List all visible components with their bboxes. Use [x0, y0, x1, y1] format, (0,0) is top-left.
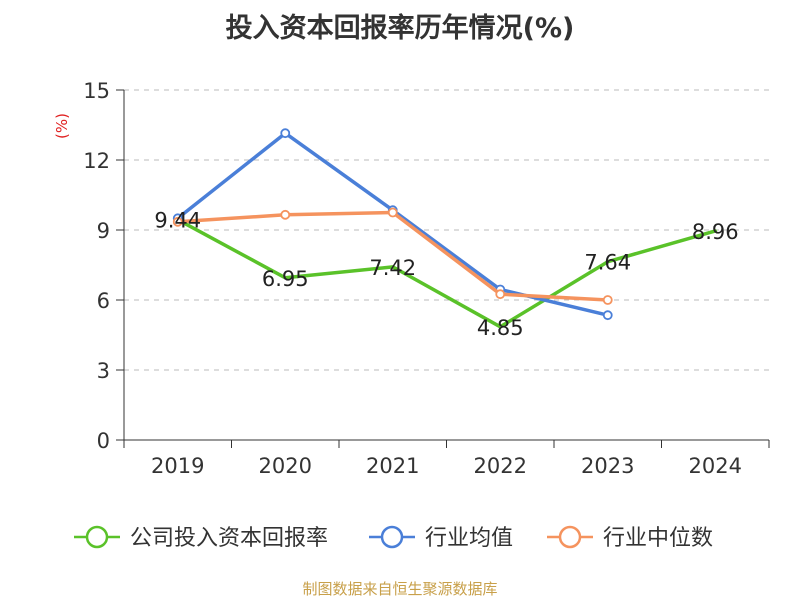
y-tick-label: 6: [97, 289, 110, 313]
y-tick-label: 9: [97, 219, 110, 243]
source-note: 制图数据来自恒生聚源数据库: [302, 580, 498, 598]
series-point-2: [172, 216, 183, 227]
x-tick-label: 2022: [474, 454, 527, 478]
y-tick-label: 0: [97, 429, 110, 453]
series-point-2: [387, 207, 398, 218]
legend-marker: [85, 525, 109, 549]
legend-label: 公司投入资本回报率: [130, 526, 328, 551]
x-tick-label: 2023: [581, 454, 634, 478]
y-tick-label: 12: [83, 149, 110, 173]
x-tick-label: 2021: [366, 454, 419, 478]
x-tick-label: 2020: [259, 454, 312, 478]
legend-marker: [380, 525, 404, 549]
data-label: 9.44: [154, 209, 201, 233]
grid-lines: [124, 89, 769, 371]
series-point-1: [280, 128, 291, 139]
data-label: 6.95: [262, 267, 309, 291]
series-line-1: [176, 131, 610, 317]
series-lines: [172, 128, 718, 329]
data-label: 7.64: [584, 251, 631, 275]
y-tick-label: 15: [83, 79, 110, 103]
data-label: 7.42: [369, 256, 416, 280]
axes: 0 3 6 9 12 15 2019 2020 2021 2022 2023 2024: [83, 79, 770, 478]
series-point-2: [495, 289, 506, 300]
legend-label: 行业中位数: [603, 526, 713, 551]
legend-item-2[interactable]: 行业中位数: [547, 525, 713, 551]
series-point-2: [280, 209, 291, 220]
legend-item-1[interactable]: 行业均值: [369, 525, 513, 551]
y-axis-unit-label: (%): [53, 113, 71, 139]
series-line-0: [176, 217, 718, 329]
legend-marker: [558, 525, 582, 549]
data-label: 4.85: [477, 316, 524, 340]
chart-title: 投入资本回报率历年情况(%): [225, 13, 575, 44]
x-tick-label: 2019: [151, 454, 204, 478]
x-tick-label: 2024: [689, 454, 742, 478]
legend[interactable]: 公司投入资本回报率 行业均值 行业中位数: [74, 525, 713, 551]
series-point-1: [602, 310, 613, 321]
y-tick-label: 3: [97, 359, 110, 383]
data-labels: 9.44 6.95 7.42 4.85 7.64 8.96: [154, 209, 738, 340]
series-point-2: [602, 295, 613, 305]
data-label: 8.96: [692, 220, 739, 244]
legend-item-0[interactable]: 公司投入资本回报率: [74, 525, 328, 551]
legend-label: 行业均值: [425, 526, 513, 551]
